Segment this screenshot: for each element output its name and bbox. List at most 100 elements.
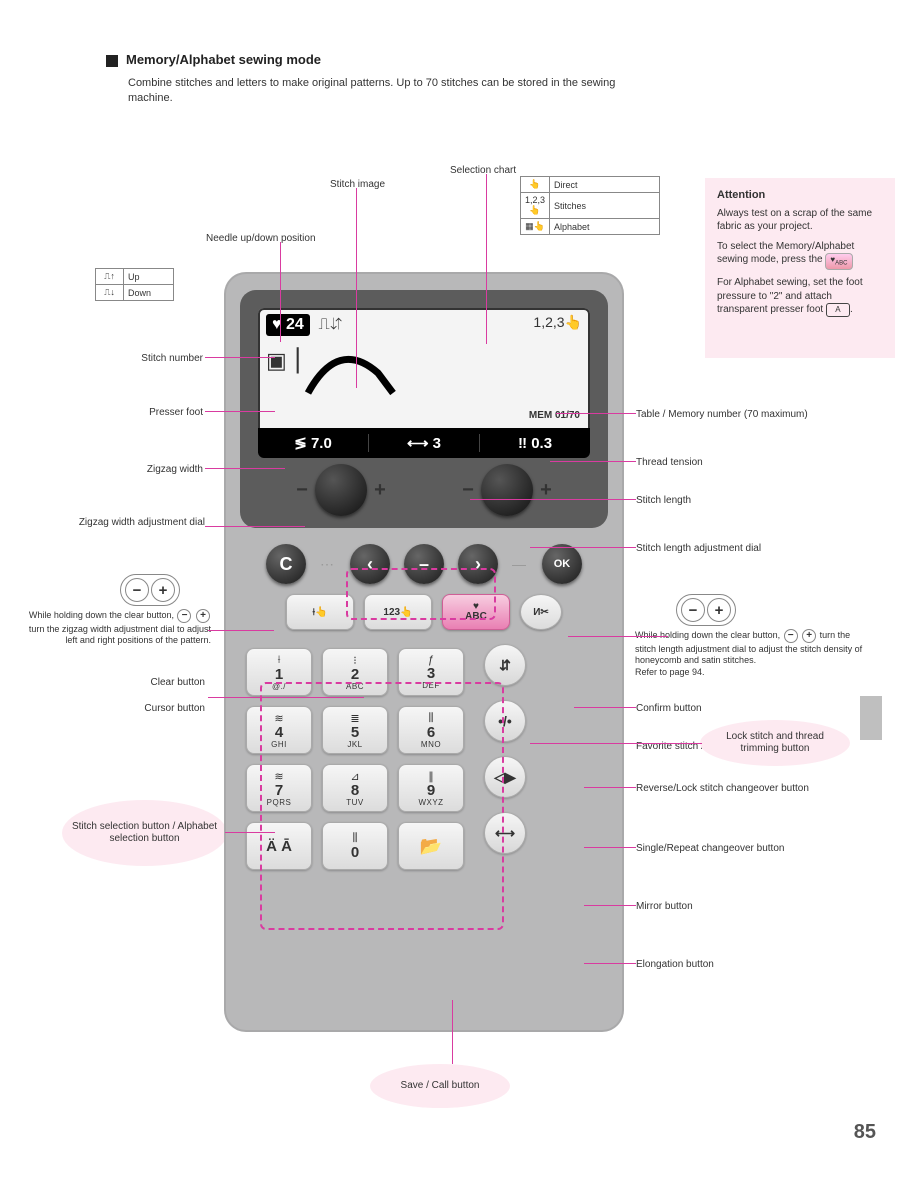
label-needle-updown: Needle up/down position: [206, 232, 316, 245]
lock-trim-button[interactable]: И✂: [520, 594, 562, 630]
single-repeat-toggle-button[interactable]: •/•: [484, 700, 526, 742]
label-zigzag-width: Zigzag width: [93, 463, 203, 476]
row-alphabet-label: Alphabet: [550, 219, 660, 235]
leader-line: [584, 787, 636, 788]
callout-lock-trim: Lock stitch and thread trimming button: [700, 720, 850, 766]
leader-line: [225, 832, 275, 833]
label-stitch-image: Stitch image: [330, 178, 385, 191]
direct-hand-icon: 👆: [521, 177, 550, 193]
direct-mode-button[interactable]: ⟊👆: [286, 594, 354, 630]
lcd-mode-chip: 1,2,3👆: [533, 314, 582, 331]
lcd-mem-label: MEM 01/70: [529, 410, 580, 421]
leader-line: [530, 547, 636, 548]
cursor-prev-button[interactable]: ‹: [350, 544, 390, 584]
direct-hand-icon: ⟊👆: [312, 607, 327, 618]
key-8[interactable]: ⊿8TUV: [322, 764, 388, 812]
stitches-mode-button[interactable]: 123👆: [364, 594, 432, 630]
cursor-dash-button[interactable]: –: [404, 544, 444, 584]
label-stitch-length: Stitch length: [636, 494, 786, 507]
leader-line: [584, 847, 636, 848]
pm-left-group: −+: [120, 574, 180, 606]
heading-bullet: [106, 55, 118, 67]
leader-line: [356, 188, 357, 388]
lcd-needle-pos-icon: ⎍⇵: [319, 316, 343, 333]
plus-icon: +: [151, 578, 175, 602]
lcd-bottom-band: ≶ 7.0 ⟷ 3 ‼ 0.3: [258, 428, 590, 458]
leader-line: [208, 697, 364, 698]
attention-line3: For Alphabet sewing, set the foot pressu…: [717, 276, 883, 317]
page-root: Memory/Alphabet sewing mode Combine stit…: [0, 0, 918, 1188]
dots-sep: ⋯: [320, 556, 336, 573]
intro-text: Combine stitches and letters to make ori…: [128, 76, 648, 106]
leader-line: [205, 526, 305, 527]
row-up-label: Up: [124, 269, 174, 285]
leader-line: [584, 963, 636, 964]
lcd-tension: ‼ 0.3: [480, 435, 590, 452]
minus-icon: −: [681, 598, 705, 622]
label-cursor-button: Cursor button: [93, 702, 205, 715]
label-clear-button: Clear button: [93, 676, 205, 689]
key-7[interactable]: ≋7PQRS: [246, 764, 312, 812]
label-reverse-lock: Reverse/Lock stitch changeover button: [636, 782, 866, 795]
label-zigzag-dial: Zigzag width adjustment dial: [40, 516, 205, 529]
lcd-stitch-number: ♥ 24: [266, 314, 310, 336]
lock-scissors-icon: И✂: [533, 607, 549, 618]
elongation-icon: ⟷: [495, 825, 515, 842]
key-1[interactable]: ⟊1@./: [246, 648, 312, 696]
side-tab: [860, 696, 882, 740]
heading-text: Memory/Alphabet sewing mode: [126, 52, 321, 67]
label-confirm-button: Confirm button: [636, 702, 786, 715]
mirror-icon: ◁▶: [494, 769, 516, 786]
key-save-call[interactable]: 📂: [398, 822, 464, 870]
key-2[interactable]: ⁝2ABC: [322, 648, 388, 696]
needle-position-table: ⎍↑Up ⎍↓Down: [95, 268, 174, 301]
label-selection-chart: Selection chart: [450, 164, 516, 177]
attention-line1: Always test on a scrap of the same fabri…: [717, 207, 883, 234]
key-6[interactable]: ⫼6MNO: [398, 706, 464, 754]
leader-line: [208, 630, 274, 631]
label-elongation-button: Elongation button: [636, 958, 816, 971]
key-umlaut[interactable]: Ä Ā: [246, 822, 312, 870]
leader-line: [574, 707, 636, 708]
leader-line: [205, 411, 275, 412]
minus-icon: −: [125, 578, 149, 602]
cursor-next-button[interactable]: ›: [458, 544, 498, 584]
leader-line: [280, 242, 281, 342]
lcd-top-row: ♥ 24 ⎍⇵ 1,2,3👆: [266, 314, 582, 342]
key-5[interactable]: ≣5JKL: [322, 706, 388, 754]
leader-line: [584, 905, 636, 906]
digits-hand-icon: 1,2,3👆: [521, 193, 550, 219]
key-9[interactable]: ∥9WXYZ: [398, 764, 464, 812]
lcd-length: ⟷ 3: [369, 434, 480, 452]
lcd-stitch-image: [303, 348, 423, 398]
lcd-width: ≶ 7.0: [258, 434, 369, 452]
right-circle-column: ⇵ •/• ◁▶ ⟷: [484, 642, 526, 876]
plus-inline-icon: +: [802, 629, 816, 643]
elongation-button[interactable]: ⟷: [484, 812, 526, 854]
minus-sign: −: [295, 479, 309, 502]
clear-button[interactable]: C: [266, 544, 306, 584]
favorite-alphabet-button[interactable]: ♥ ABC: [442, 594, 510, 630]
selection-chart-table: 👆Direct 1,2,3👆Stitches ▦👆Alphabet: [520, 176, 660, 235]
mirror-button[interactable]: ◁▶: [484, 756, 526, 798]
plus-icon: +: [707, 598, 731, 622]
keypad: ⟊1@./ ⁝2ABC ƒ3DEF ≋4GHI ≣5JKL ⫼6MNO ≋7PQ…: [240, 642, 470, 876]
pm-right-group: −+: [676, 594, 736, 626]
presser-foot-a-icon: A: [826, 303, 850, 317]
callout-save: Save / Call button: [370, 1064, 510, 1108]
key-0[interactable]: ⫼0: [322, 822, 388, 870]
length-knob[interactable]: [481, 464, 533, 516]
attention-note: Attention Always test on a scrap of the …: [705, 178, 895, 358]
reverse-lock-toggle-button[interactable]: ⇵: [484, 644, 526, 686]
fav-abc-icon: ♥ABC: [825, 253, 852, 270]
width-knob[interactable]: [315, 464, 367, 516]
round-button-row: C ⋯ ‹ – › — OK: [240, 544, 608, 584]
leader-line: [556, 413, 636, 414]
lcd-mid-area: ▣ ⎟: [266, 348, 582, 408]
key-4[interactable]: ≋4GHI: [246, 706, 312, 754]
ok-button[interactable]: OK: [542, 544, 582, 584]
key-3[interactable]: ƒ3DEF: [398, 648, 464, 696]
width-knob-wrap: − +: [295, 464, 387, 516]
reverse-lock-icon: ⇵: [499, 657, 511, 674]
label-stitch-number: Stitch number: [93, 352, 203, 365]
